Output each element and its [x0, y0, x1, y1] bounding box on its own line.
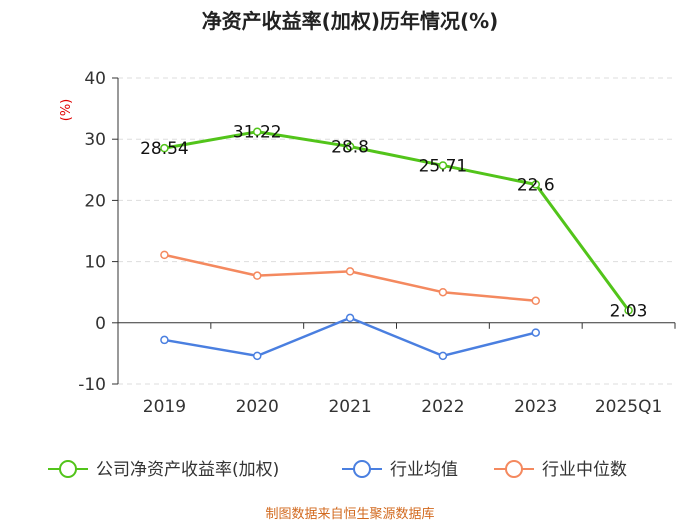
legend-marker-industry-mean: [353, 460, 371, 478]
legend-item-industry-median[interactable]: 行业中位数: [494, 460, 627, 480]
x-tick-label: 2025Q1: [595, 397, 662, 417]
data-label: 28.8: [331, 138, 369, 158]
data-point[interactable]: [438, 351, 448, 361]
x-tick-label: 2020: [236, 397, 279, 417]
y-tick-label: 10: [84, 253, 106, 273]
legend-label-industry-mean: 行业均值: [390, 460, 458, 480]
y-tick-label: 20: [84, 191, 106, 211]
data-label: 2.03: [610, 301, 648, 321]
data-labels: 28.54 31.22 28.8 25.71 22.6 2.03: [140, 123, 647, 322]
series-line-1: [164, 316, 537, 358]
data-point[interactable]: [624, 306, 633, 315]
legend-label-industry-median: 行业中位数: [542, 460, 627, 480]
legend-label-company-roe: 公司净资产收益率(加权): [96, 460, 279, 480]
data-point[interactable]: [160, 335, 169, 345]
legend-marker-industry-median: [505, 460, 523, 478]
x-tick-label: 2022: [421, 397, 464, 417]
x-tick-label: 2019: [143, 397, 186, 417]
data-point[interactable]: [160, 250, 169, 260]
legend-marker-company-roe: [59, 460, 77, 478]
y-tick-label: 40: [84, 69, 106, 89]
legend-item-industry-mean[interactable]: 行业均值: [342, 460, 458, 480]
data-point[interactable]: [345, 142, 355, 151]
data-label: 22.6: [517, 175, 555, 195]
data-label: 25.71: [419, 156, 468, 176]
series: [160, 127, 633, 361]
y-axis-unit: (%): [59, 99, 74, 122]
data-point[interactable]: [253, 351, 262, 361]
data-point[interactable]: [531, 180, 540, 189]
data-label: 28.54: [140, 139, 189, 159]
x-tick-label: 2021: [328, 397, 371, 417]
chart-title: 净资产收益率(加权)历年情况(%): [202, 9, 499, 33]
legend-item-company-roe[interactable]: 公司净资产收益率(加权): [48, 460, 279, 480]
y-tick-label: -10: [78, 375, 106, 395]
y-tick-label: 30: [84, 130, 106, 150]
data-point[interactable]: [253, 271, 262, 280]
data-point[interactable]: [160, 143, 169, 153]
data-point[interactable]: [345, 267, 355, 276]
legend: 公司净资产收益率(加权) 行业均值 行业中位数: [48, 460, 627, 480]
data-point[interactable]: [531, 328, 540, 337]
data-label: 31.22: [233, 123, 282, 143]
source-note: 制图数据来自恒生聚源数据库: [265, 506, 434, 522]
data-point[interactable]: [253, 127, 262, 136]
x-tick-label: 2023: [514, 397, 557, 417]
data-point[interactable]: [438, 287, 448, 297]
data-point[interactable]: [438, 161, 448, 170]
data-point[interactable]: [345, 313, 355, 323]
axes: -10 0 10 20 30 40 2019 2020 2021 2022 2023 2025Q1: [78, 69, 676, 417]
series-line-0: [164, 130, 630, 312]
data-point[interactable]: [531, 296, 540, 306]
y-tick-label: 0: [95, 314, 106, 334]
